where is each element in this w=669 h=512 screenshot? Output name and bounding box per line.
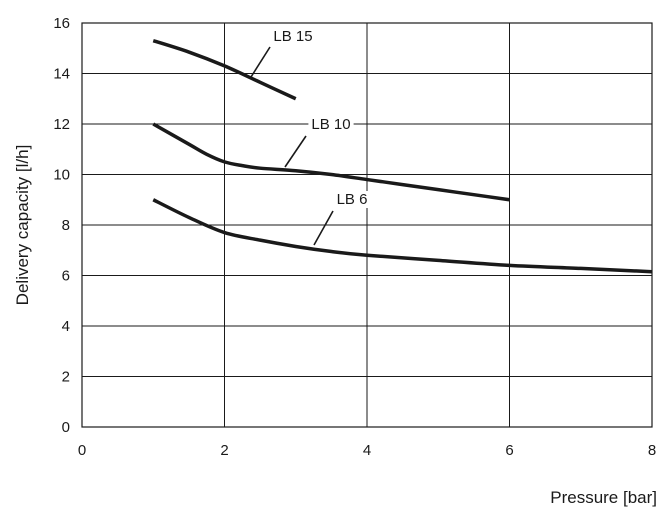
leader-line-lb-10	[284, 135, 307, 168]
leader-line-lb-15	[250, 46, 271, 78]
series-label-bg	[308, 116, 354, 133]
y-tick-label: 14	[53, 66, 70, 83]
x-tick-label: 2	[220, 442, 228, 459]
x-tick-label: 0	[78, 442, 86, 459]
y-tick-label: 4	[62, 318, 70, 335]
series-label-lb-15: LB 15	[273, 28, 312, 45]
series-line-lb-10	[152, 122, 510, 202]
x-tick-label: 4	[363, 442, 371, 459]
x-tick-label: 8	[648, 442, 656, 459]
y-tick-label: 8	[62, 217, 70, 234]
leader-line-lb-6	[313, 210, 334, 246]
series-label-bg	[333, 191, 371, 208]
series-label-lb-10: LB 10	[311, 116, 350, 133]
y-tick-label: 2	[62, 369, 70, 386]
y-tick-label: 0	[62, 419, 70, 436]
y-axis-title: Delivery capacity [l/h]	[13, 145, 32, 306]
y-tick-label: 10	[53, 167, 70, 184]
series-lines	[152, 39, 653, 274]
grid	[81, 22, 653, 428]
series-labels: LB 15 LB 10 LB 6	[250, 28, 371, 246]
y-tick-label: 12	[53, 116, 70, 133]
tick-labels: 0 2 4 6 8 10 12 14 16 0 2 4 6 8	[53, 15, 656, 459]
series-line-lb-6	[152, 198, 653, 274]
x-tick-label: 6	[505, 442, 513, 459]
series-label-bg	[270, 28, 316, 45]
series-line-lb-15	[152, 39, 297, 101]
plot-frame	[81, 22, 653, 428]
series-label-lb-6: LB 6	[337, 191, 368, 208]
y-tick-label: 16	[53, 15, 70, 32]
y-tick-label: 6	[62, 268, 70, 285]
x-axis-title: Pressure [bar]	[550, 488, 657, 507]
